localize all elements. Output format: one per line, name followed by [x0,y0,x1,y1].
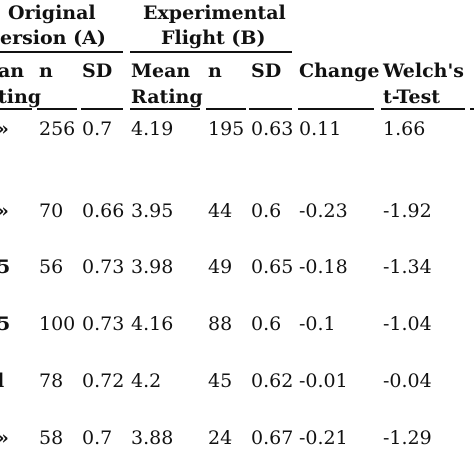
cell-mean-b: 4.16 [131,313,174,335]
col-rule-n-b [206,108,246,110]
cell-mean-a: » [0,120,9,139]
cell-sd-a: 0.73 [82,313,125,335]
cell-sd-a: 0.73 [82,256,125,278]
cell-mean-a: l [0,370,5,392]
col-rule-mean-b [130,108,200,110]
col-header-change: Change [299,60,380,82]
cell-n-b: 24 [208,427,233,449]
cell-n-b: 45 [208,370,233,392]
cell-welch: 1.66 [383,118,426,140]
cell-mean-b: 4.2 [131,370,162,392]
col-header-mean-b-line1: Mean [131,60,191,82]
cell-mean-b: 4.19 [131,118,174,140]
cell-n-a: 256 [39,118,76,140]
cell-sd-a: 0.7 [82,118,113,140]
cell-mean-a: » [0,202,9,221]
cell-sd-b: 0.6 [251,313,282,335]
cell-change: -0.01 [299,370,348,392]
cell-sd-b: 0.62 [251,370,294,392]
cell-mean-b: 3.88 [131,427,174,449]
col-rule-welch [381,108,465,110]
cell-sd-b: 0.6 [251,200,282,222]
cell-n-a: 78 [39,370,64,392]
cell-n-a: 100 [39,313,76,335]
cell-mean-a: 5 [0,256,11,278]
cell-sd-b: 0.63 [251,118,294,140]
cell-n-b: 49 [208,256,233,278]
group-b-title-line2: Flight (B) [161,27,266,49]
cell-n-a: 70 [39,200,64,222]
group-a-rule [0,51,123,53]
col-rule-edge [470,108,474,110]
cell-n-b: 88 [208,313,233,335]
col-header-welch-line1: Welch's [383,60,464,82]
col-header-n-a: n [39,60,53,82]
group-a-title-line2: ersion (A) [0,27,106,49]
cell-welch: -1.34 [383,256,432,278]
col-rule-sd-b [249,108,292,110]
cell-change: -0.18 [299,256,348,278]
cell-mean-a: » [0,429,9,448]
cell-change: 0.11 [299,118,342,140]
cell-sd-a: 0.7 [82,427,113,449]
cell-sd-a: 0.66 [82,200,125,222]
col-rule-mean-a [0,108,32,110]
cell-n-a: 58 [39,427,64,449]
cell-change: -0.1 [299,313,336,335]
cell-welch: -1.29 [383,427,432,449]
col-rule-n-a [37,108,77,110]
group-b-title-line1: Experimental [143,2,286,24]
col-header-sd-b: SD [251,60,282,82]
col-header-mean-a-line2: ting [0,86,42,108]
col-rule-sd-a [81,108,123,110]
col-header-mean-b-line2: Rating [131,86,203,108]
cell-mean-b: 3.95 [131,200,174,222]
cell-sd-b: 0.67 [251,427,294,449]
cell-n-b: 44 [208,200,233,222]
cell-n-b: 195 [208,118,245,140]
cell-change: -0.21 [299,427,348,449]
col-header-welch-line2: t-Test [383,86,441,108]
group-a-title-line1: Original [8,2,96,24]
cell-mean-b: 3.98 [131,256,174,278]
col-header-sd-a: SD [82,60,113,82]
cell-welch: -1.04 [383,313,432,335]
cell-welch: -1.92 [383,200,432,222]
group-b-rule [130,51,292,53]
col-header-mean-a-line1: an [0,60,25,82]
cell-welch: -0.04 [383,370,432,392]
col-header-n-b: n [208,60,222,82]
cell-mean-a: 5 [0,313,11,335]
col-rule-change [298,108,374,110]
cell-sd-a: 0.72 [82,370,125,392]
cell-n-a: 56 [39,256,64,278]
cell-sd-b: 0.65 [251,256,294,278]
cell-change: -0.23 [299,200,348,222]
